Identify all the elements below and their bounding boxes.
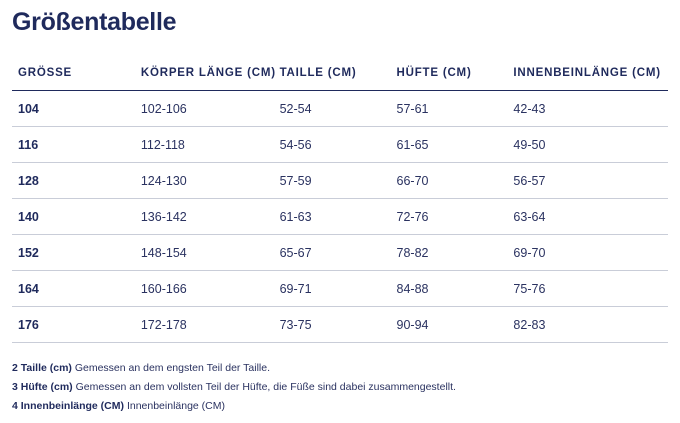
header-taille: TAILLE (CM) xyxy=(279,66,357,79)
table-row: 164 160-166 69-71 84-88 75-76 xyxy=(12,271,668,307)
cell-waist: 52-54 xyxy=(279,101,312,116)
note-label: 4 Innenbeinlänge (CM) xyxy=(12,400,125,412)
note-item: 4 Innenbeinlänge (CM) Innenbeinlänge (CM… xyxy=(12,397,456,416)
cell-size: 104 xyxy=(18,101,39,116)
cell-body-length: 160-166 xyxy=(140,281,187,296)
cell-waist: 65-67 xyxy=(279,245,312,260)
cell-inseam: 49-50 xyxy=(513,137,546,152)
cell-body-length: 124-130 xyxy=(140,173,187,188)
table-row: 176 172-178 73-75 90-94 82-83 xyxy=(12,307,668,343)
table-header-row: GRÖSSE KÖRPER LÄNGE (CM) TAILLE (CM) HÜF… xyxy=(12,55,668,91)
cell-body-length: 136-142 xyxy=(140,209,187,224)
cell-hip: 78-82 xyxy=(396,245,429,260)
cell-inseam: 42-43 xyxy=(513,101,546,116)
cell-size: 116 xyxy=(18,137,39,152)
cell-size: 128 xyxy=(18,173,39,188)
header-groesse: GRÖSSE xyxy=(18,66,73,79)
note-label: 3 Hüfte (cm) xyxy=(12,381,73,393)
note-item: 3 Hüfte (cm) Gemessen an dem vollsten Te… xyxy=(12,378,456,397)
cell-size: 140 xyxy=(18,209,39,224)
table-row: 116 112-118 54-56 61-65 49-50 xyxy=(12,127,668,163)
note-text: Gemessen an dem engsten Teil der Taille. xyxy=(74,362,270,374)
cell-hip: 61-65 xyxy=(396,137,429,152)
note-text: Gemessen an dem vollsten Teil der Hüfte,… xyxy=(75,381,456,393)
cell-body-length: 172-178 xyxy=(140,317,187,332)
cell-hip: 84-88 xyxy=(396,281,429,296)
cell-hip: 90-94 xyxy=(396,317,429,332)
header-huefte: HÜFTE (CM) xyxy=(396,66,472,79)
cell-inseam: 75-76 xyxy=(513,281,546,296)
cell-size: 164 xyxy=(18,281,39,296)
cell-waist: 57-59 xyxy=(279,173,312,188)
cell-body-length: 148-154 xyxy=(140,245,187,260)
cell-inseam: 82-83 xyxy=(513,317,546,332)
table-row: 140 136-142 61-63 72-76 63-64 xyxy=(12,199,668,235)
cell-body-length: 102-106 xyxy=(140,101,187,116)
cell-waist: 54-56 xyxy=(279,137,312,152)
cell-hip: 72-76 xyxy=(396,209,429,224)
cell-inseam: 63-64 xyxy=(513,209,546,224)
table-row: 152 148-154 65-67 78-82 69-70 xyxy=(12,235,668,271)
note-item: 2 Taille (cm) Gemessen an dem engsten Te… xyxy=(12,359,456,378)
measurement-notes: 2 Taille (cm) Gemessen an dem engsten Te… xyxy=(12,359,456,416)
size-table: GRÖSSE KÖRPER LÄNGE (CM) TAILLE (CM) HÜF… xyxy=(12,55,668,343)
table-row: 128 124-130 57-59 66-70 56-57 xyxy=(12,163,668,199)
cell-body-length: 112-118 xyxy=(140,137,185,152)
table-row: 104 102-106 52-54 57-61 42-43 xyxy=(12,91,668,127)
cell-inseam: 69-70 xyxy=(513,245,546,260)
cell-inseam: 56-57 xyxy=(513,173,546,188)
cell-hip: 57-61 xyxy=(396,101,429,116)
note-label: 2 Taille (cm) xyxy=(12,362,72,374)
cell-size: 176 xyxy=(18,317,39,332)
cell-waist: 61-63 xyxy=(279,209,312,224)
cell-waist: 69-71 xyxy=(279,281,312,296)
header-innenbeinlaenge: INNENBEINLÄNGE (CM) xyxy=(513,66,661,79)
note-text: Innenbeinlänge (CM) xyxy=(126,400,225,412)
cell-waist: 73-75 xyxy=(279,317,312,332)
cell-size: 152 xyxy=(18,245,39,260)
cell-hip: 66-70 xyxy=(396,173,429,188)
page-title: Größentabelle xyxy=(12,8,177,36)
header-koerper-laenge: KÖRPER LÄNGE (CM) xyxy=(140,66,276,79)
